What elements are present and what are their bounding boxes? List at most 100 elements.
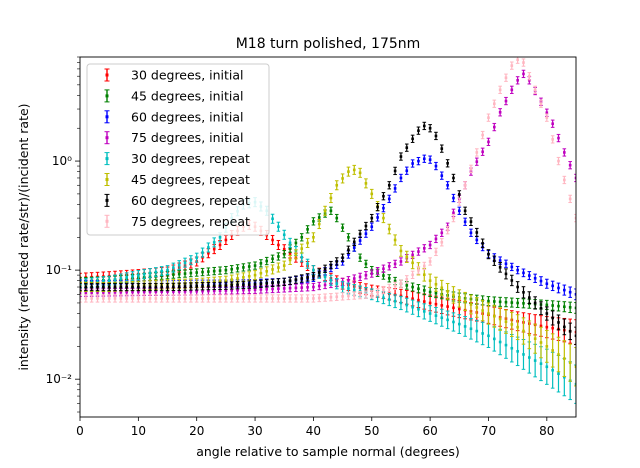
data-point [335,216,339,220]
data-point [195,297,199,300]
y-axis-label: intensity (reflected rate/str)/(incident… [16,103,31,370]
x-tick-label: 40 [306,424,321,438]
data-point [411,261,414,265]
data-point [370,225,374,229]
data-point [148,271,152,275]
data-point [446,162,449,165]
data-point [551,349,554,352]
data-point [341,256,344,259]
data-point [282,280,286,284]
x-axis-label: angle relative to sample normal (degrees… [196,444,460,459]
data-point [457,322,461,326]
data-point [335,183,339,187]
data-point [498,259,502,262]
data-point [510,346,514,350]
data-point [452,293,455,297]
data-point [539,102,543,106]
data-point [440,286,444,290]
data-point [364,293,368,297]
data-point [434,314,438,317]
data-point [574,334,576,338]
data-point [131,297,134,300]
data-point [504,320,508,323]
data-point [347,253,350,256]
data-point [422,273,426,277]
data-point [422,264,426,268]
data-point [411,297,414,301]
data-point [172,285,175,289]
data-point [253,283,257,286]
data-point [113,285,117,289]
data-point [265,282,269,285]
data-point [282,297,286,300]
data-point [475,151,479,154]
data-point [411,305,414,309]
data-point [230,284,234,287]
data-point [102,297,105,300]
data-point [172,297,175,300]
data-point [201,284,204,288]
data-point [382,216,385,220]
data-point [189,290,193,293]
legend-label: 45 degrees, initial [131,88,244,103]
data-point [160,269,163,273]
data-point [568,306,572,309]
data-point [551,368,554,372]
data-point [282,247,286,251]
data-point [347,248,350,252]
data-point [463,183,467,187]
data-point [312,297,315,300]
data-point [236,283,239,287]
data-point [154,297,158,300]
data-point [428,260,432,263]
data-point [119,277,123,280]
data-point [358,275,362,279]
data-point [364,224,368,228]
data-point [347,287,350,290]
data-point [125,285,128,289]
data-point [539,324,543,328]
legend-entry: 75 degrees, initial [104,130,244,145]
data-point [504,262,508,266]
data-point [201,270,204,274]
data-point [533,301,537,305]
data-point [84,291,88,294]
data-point [522,61,525,64]
data-point [539,279,543,283]
data-point [493,314,496,318]
data-point [411,253,414,257]
data-point [568,330,572,333]
data-point [487,140,490,144]
data-point [154,285,158,289]
data-point [463,300,467,303]
data-point [247,283,251,286]
data-point [312,235,315,239]
data-point [195,271,199,274]
data-point [277,266,280,269]
data-point [545,282,549,286]
data-point [183,272,187,275]
data-point [341,295,344,298]
data-point [510,88,514,92]
data-point [428,243,432,247]
data-point [393,169,397,173]
data-point [510,265,514,269]
data-point [96,280,99,284]
data-point [563,375,566,379]
data-point [469,303,473,306]
data-point [224,238,228,242]
data-point [317,222,321,226]
x-tick-label: 70 [481,424,496,438]
y-tick-label: 10⁻¹ [46,263,73,277]
data-point [364,182,368,185]
legend-entry: 30 degrees, repeat [104,151,250,166]
data-point [224,268,228,272]
data-point [80,291,82,295]
data-point [422,289,426,292]
data-point [382,274,385,277]
data-point [516,350,519,353]
data-point [533,359,537,362]
data-point [440,240,444,244]
data-point [440,174,444,177]
